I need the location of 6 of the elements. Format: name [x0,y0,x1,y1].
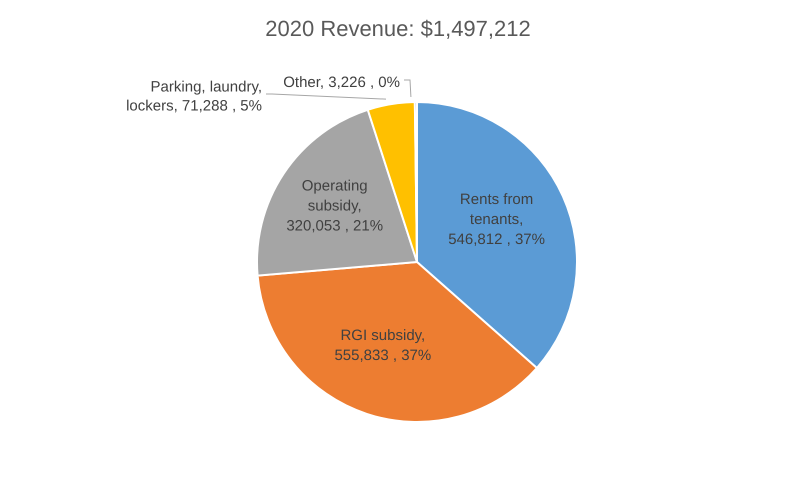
slice-label: Operating subsidy, 320,053 , 21% [286,177,384,234]
slice-label: RGI subsidy, 555,833 , 37% [334,326,432,364]
slice-label: Parking, laundry, lockers, 71,288 , 5% [126,78,262,114]
slice-label: Other, 3,226 , 0% [283,74,400,90]
slice-label: Rents from tenants, 546,812 , 37% [448,190,545,248]
chart-title: 2020 Revenue: $1,497,212 [264,16,532,42]
